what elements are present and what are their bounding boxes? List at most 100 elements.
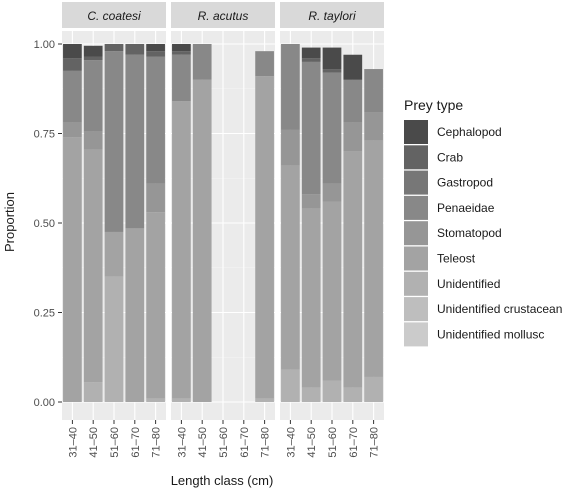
facet-strip [171, 2, 275, 28]
bar-segment [301, 58, 321, 62]
x-tick-label: 71–80 [151, 427, 163, 458]
bar-segment [146, 51, 165, 57]
x-tick-label: 71–80 [369, 427, 381, 458]
y-tick-label: 0.75 [34, 129, 55, 141]
bar-segment [255, 51, 274, 77]
bar-segment [104, 276, 124, 402]
bar-segment [364, 112, 383, 141]
bar-segment [364, 376, 383, 402]
facet-panel: R. acutus [171, 2, 275, 420]
legend-swatch [404, 170, 428, 195]
bar-segment [301, 61, 321, 195]
legend-swatch [404, 221, 428, 246]
facet-label: C. coatesi [87, 9, 141, 23]
bar-segment [322, 380, 342, 402]
bar-segment [343, 151, 363, 388]
bar-segment [192, 44, 212, 80]
x-tick-label: 31–40 [176, 427, 188, 458]
legend-label: Crab [437, 150, 463, 164]
bar-segment [192, 79, 212, 403]
bar-segment [146, 183, 165, 213]
bar-segment [104, 44, 124, 52]
bar-segment [364, 140, 383, 377]
bar-segment [83, 56, 103, 61]
bar-segment [146, 398, 165, 402]
x-tick-label: 31–40 [285, 427, 297, 458]
bar-segment [301, 47, 321, 59]
bar-segment [343, 54, 363, 80]
y-axis: 0.00 0.25 0.50 0.75 1.00 [34, 39, 62, 409]
bar-segment [172, 398, 191, 402]
bar-segment [301, 387, 321, 402]
facet-panel: R. taylori [280, 2, 384, 420]
bar-segment [172, 101, 191, 399]
legend-label: Teleost [437, 252, 476, 266]
x-tick-label: 41–50 [88, 427, 100, 458]
y-tick-label: 0.25 [34, 308, 55, 320]
bar-segment [172, 54, 191, 102]
bar-segment [364, 69, 383, 113]
legend-label: Unidentified [437, 277, 500, 291]
bar-segment [83, 60, 103, 132]
facet-label: R. taylori [308, 9, 356, 23]
bar-segment [83, 149, 103, 383]
x-tick-label: 41–50 [197, 427, 209, 458]
bar-segment [281, 129, 300, 166]
bar-segment [255, 76, 274, 399]
bar-segment [63, 70, 82, 123]
legend-swatch [404, 246, 428, 271]
legend-swatch [404, 195, 428, 220]
bar-segment [125, 228, 145, 402]
y-tick-label: 0.50 [34, 218, 55, 230]
bar-segment [322, 47, 342, 70]
bar-segment [343, 122, 363, 152]
x-tick-label: 61–70 [239, 427, 251, 458]
bar-segment [63, 137, 82, 402]
y-tick-label: 0.00 [34, 397, 55, 409]
bar-segment [146, 56, 165, 184]
x-tick-label: 51–60 [327, 427, 339, 458]
legend-label: Penaeidae [437, 201, 495, 215]
bar-segment [322, 69, 342, 73]
legend-swatch [404, 145, 428, 170]
bar-segment [322, 72, 342, 184]
bar-segment [104, 51, 124, 232]
x-axis-title: Length class (cm) [171, 473, 274, 488]
x-tick-label: 31–40 [67, 427, 79, 458]
x-tick-label: 61–70 [130, 427, 142, 458]
facet-label: R. acutus [198, 9, 249, 23]
bar-segment [125, 54, 145, 229]
y-axis-title: Proportion [2, 192, 17, 252]
facet-panels: C. coatesi R. acutus R. taylori [62, 2, 384, 420]
legend-title: Prey type [404, 97, 463, 113]
bar-segment [281, 44, 300, 130]
y-tick-label: 1.00 [34, 39, 55, 51]
bar-segment [125, 44, 145, 55]
x-tick-label: 51–60 [109, 427, 121, 458]
bar-segment [301, 208, 321, 388]
bar-segment [146, 212, 165, 399]
x-tick-label: 61–70 [348, 427, 360, 458]
x-tick-label: 51–60 [218, 427, 230, 458]
legend-label: Unidentified crustacean [437, 302, 562, 316]
bar-segment [172, 44, 191, 52]
bar-segment [104, 231, 124, 277]
bar-segment [343, 387, 363, 402]
x-axes: 31–40 41–50 51–60 61–70 71–80 31–40 41–50 51–60… [67, 420, 381, 458]
legend: Prey type Cephalopod Crab Gastropod Penaeida… [404, 97, 562, 347]
bar-segment [281, 165, 300, 370]
bar-segment [322, 183, 342, 202]
bar-segment [83, 45, 103, 57]
legend-swatch [404, 271, 428, 296]
bar-segment [301, 194, 321, 209]
legend-swatch [404, 120, 428, 144]
bar-segment [255, 398, 274, 402]
bar-segment [322, 201, 342, 381]
bar-segment [172, 51, 191, 55]
bar-segment [146, 44, 165, 52]
legend-swatch [404, 322, 428, 347]
facet-panel: C. coatesi [62, 2, 166, 420]
bar-segment [63, 58, 82, 71]
bar-segment [63, 44, 82, 59]
